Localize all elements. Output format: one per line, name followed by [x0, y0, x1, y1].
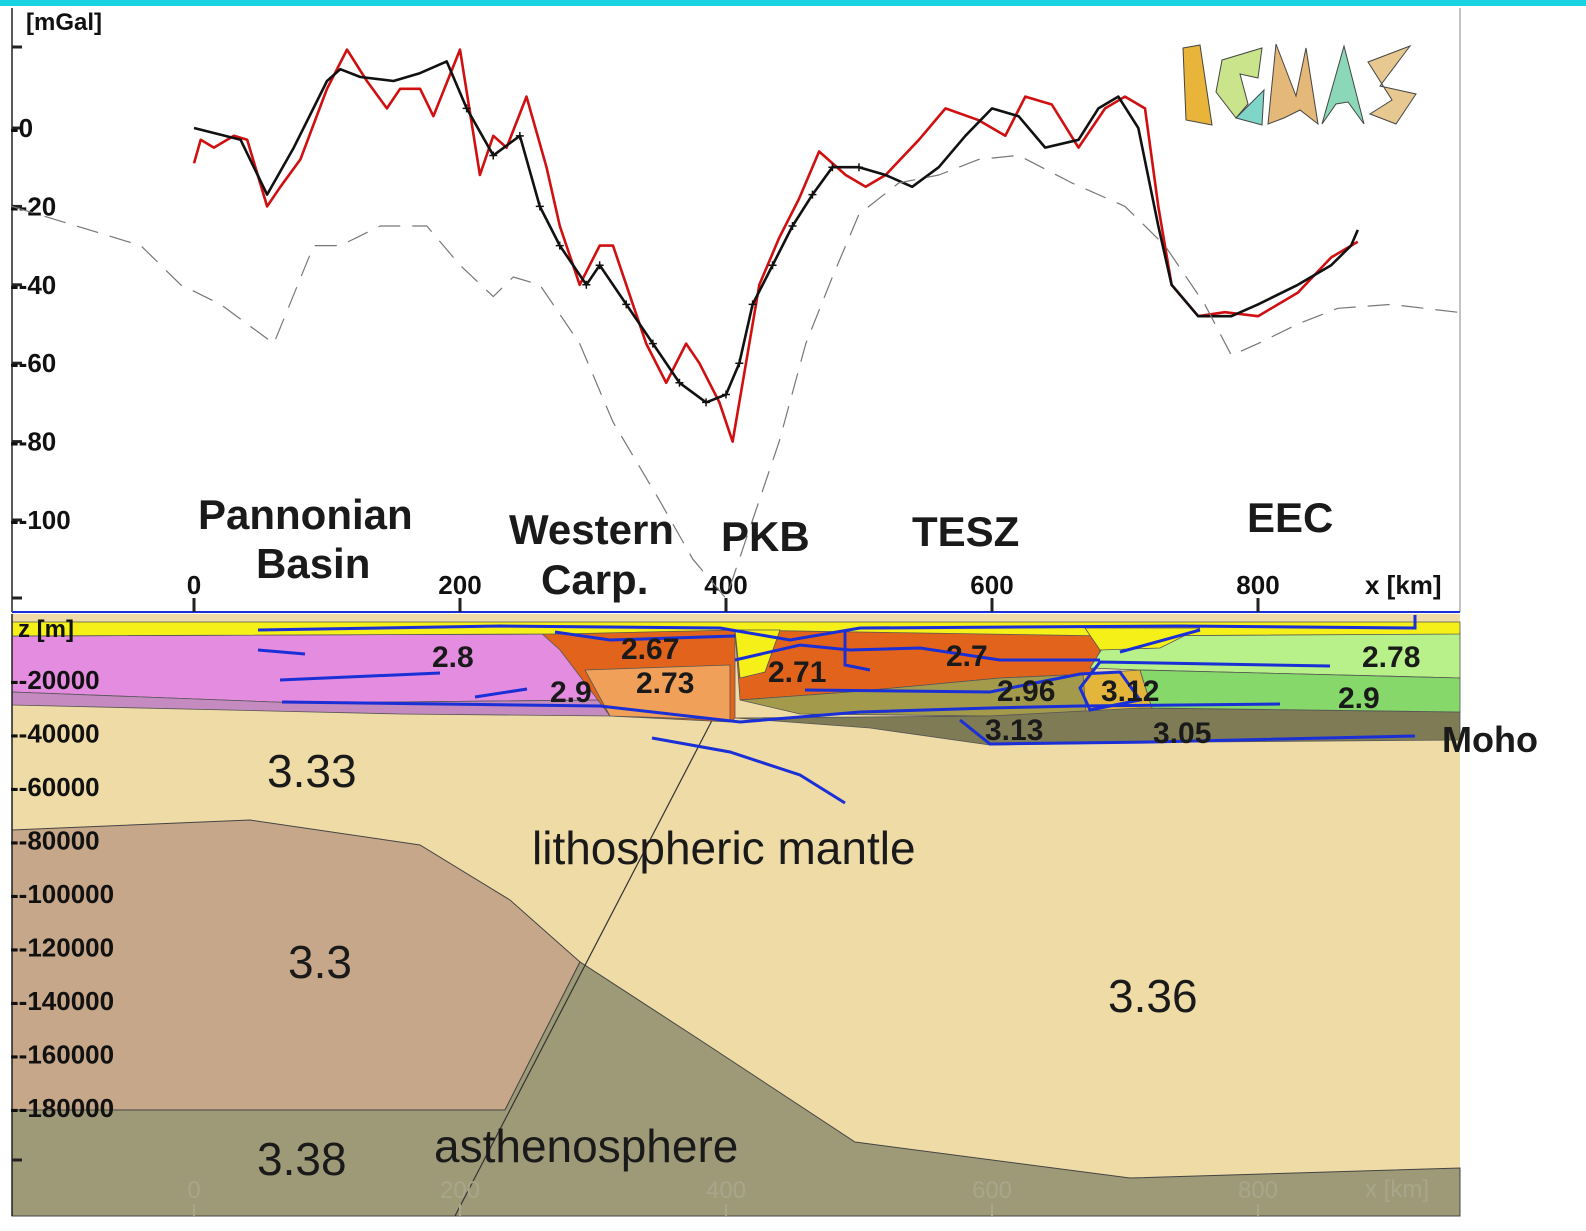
moho-label: Moho	[1442, 719, 1538, 760]
series-marker	[648, 339, 657, 348]
y-tick-label: --40	[10, 270, 56, 300]
series-marker	[555, 241, 564, 250]
gravity-series-line-0	[192, 48, 1359, 443]
y-tick-label: -0	[10, 113, 33, 143]
region-label-eec: EEC	[1247, 494, 1333, 541]
depth-y-ticks: --20000 --40000 --60000 --80000 --100000 --12…	[10, 665, 114, 1123]
density-label: 2.73	[636, 667, 694, 700]
density-label: 3.33	[267, 745, 357, 797]
y-tick-label: --60	[10, 348, 56, 378]
x-tick-label: 0	[187, 570, 201, 600]
density-model-panel: z [m] --20000 --40000 --60000 --80000 --1000…	[10, 614, 1538, 1217]
region-label-basin: Basin	[256, 540, 370, 587]
depth-x-tick-label: 200	[440, 1177, 480, 1204]
depth-tick-label: --80000	[10, 826, 100, 856]
series-marker	[535, 202, 544, 211]
depth-tick-label: --20000	[10, 665, 100, 695]
density-label: 3.12	[1101, 675, 1159, 708]
depth-x-tick-label: 800	[1238, 1177, 1278, 1204]
interpretation-lines	[257, 615, 1417, 805]
lower-crust-east	[734, 707, 1461, 746]
series-marker	[675, 378, 684, 387]
gravity-series-line-2	[11, 154, 1458, 599]
series-marker	[595, 261, 604, 270]
depth-tick-label: --140000	[10, 986, 114, 1016]
density-label: 3.36	[1108, 970, 1198, 1022]
gravity-xlabel: x [km]	[1365, 570, 1442, 600]
top-accent-bar	[0, 0, 1586, 6]
density-label: 2.9	[1338, 682, 1380, 715]
depth-tick-label: --160000	[10, 1040, 114, 1070]
depth-x-ticks: 0 200 400 600 800	[187, 1177, 1278, 1216]
region-label-carp: Carp.	[541, 556, 648, 603]
gravity-panel: [mGal] -0 --20 --40 --60 --80 --100 0 200 400 60…	[10, 8, 1461, 613]
region-label-western: Western	[509, 506, 674, 553]
gravity-series-line-1	[193, 60, 1359, 404]
depth-x-tick-label: 400	[706, 1177, 746, 1204]
series-marker	[702, 398, 711, 407]
x-tick-label: 200	[438, 570, 481, 600]
region-label-pannonian: Pannonian	[198, 491, 413, 538]
eec-sediment-wedge	[1084, 627, 1201, 651]
density-label: 2.71	[768, 656, 826, 689]
series-marker	[722, 390, 730, 399]
series-marker	[768, 261, 777, 270]
series-marker	[828, 163, 837, 172]
igmas-logo: IGMAS	[1180, 43, 1417, 141]
depth-tick-label: --40000	[10, 719, 100, 749]
x-tick-label: 800	[1236, 570, 1279, 600]
y-tick-label: --20	[10, 191, 56, 221]
depth-tick-label: --60000	[10, 772, 100, 802]
depth-tick-label: --100000	[10, 879, 114, 909]
logo-text: IGMAS	[1180, 138, 1187, 141]
series-marker	[748, 300, 757, 309]
depth-ylabel: z [m]	[18, 616, 74, 643]
density-label: 2.7	[946, 640, 988, 673]
eec-middle-crust	[1139, 669, 1461, 713]
asthenosphere-label: asthenosphere	[434, 1120, 738, 1172]
depth-xlabel: x [km]	[1365, 1176, 1429, 1203]
depth-tick-label: --120000	[10, 933, 114, 963]
lithospheric-mantle-label: lithospheric mantle	[532, 822, 916, 874]
y-tick-label: --80	[10, 427, 56, 457]
series-marker	[788, 222, 797, 230]
density-label: 2.8	[432, 641, 474, 674]
density-label: 3.05	[1153, 717, 1211, 750]
region-label-tesz: TESZ	[912, 508, 1019, 555]
density-label: 2.67	[621, 633, 679, 666]
density-label: 3.3	[288, 936, 352, 988]
gravity-ylabel: [mGal]	[26, 9, 102, 36]
x-tick-label: 400	[704, 570, 747, 600]
region-label-pkb: PKB	[721, 513, 810, 560]
gravity-y-ticks: -0 --20 --40 --60 --80 --100	[10, 113, 71, 535]
density-label: 3.38	[257, 1133, 347, 1185]
depth-x-tick-label: 0	[187, 1177, 200, 1204]
series-marker	[855, 163, 863, 172]
series-marker	[515, 131, 524, 140]
mantle-boundary-line	[454, 704, 721, 1217]
series-marker	[622, 300, 631, 309]
density-label: 2.78	[1362, 641, 1420, 674]
series-marker	[582, 280, 591, 289]
asthenosphere-body	[11, 961, 1461, 1217]
series-marker	[489, 151, 498, 160]
series-marker	[808, 190, 817, 199]
y-tick-label: --100	[10, 505, 71, 535]
series-marker	[462, 104, 471, 113]
gravity-series	[11, 48, 1458, 599]
series-marker	[735, 359, 744, 368]
density-label: 3.13	[985, 714, 1043, 747]
x-tick-label: 600	[970, 570, 1013, 600]
depth-x-tick-label: 600	[972, 1177, 1012, 1204]
density-label: 2.96	[997, 675, 1055, 708]
depth-tick-label: --180000	[10, 1093, 114, 1123]
density-label: 2.9	[550, 676, 592, 709]
gravity-x-ticks: 0 200 400 600 800	[187, 570, 1280, 612]
